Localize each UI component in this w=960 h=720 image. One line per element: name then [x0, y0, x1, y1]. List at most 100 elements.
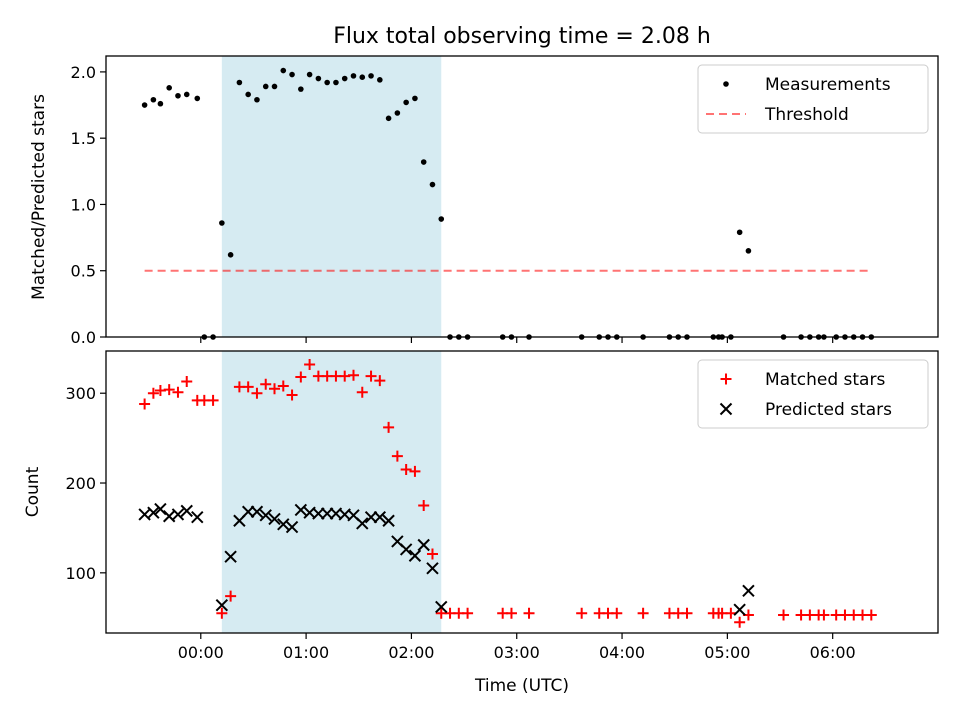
y-tick-label: 2.0 [71, 63, 96, 82]
measurement-point [368, 73, 374, 79]
matched-star-point [172, 386, 184, 398]
measurement-point [271, 83, 278, 90]
measurement-point [175, 92, 181, 99]
measurement-point [315, 75, 322, 82]
predicted-star-point [241, 505, 255, 518]
measurement-point [183, 91, 190, 98]
matched-star-point [251, 387, 263, 399]
predicted-star-point [250, 505, 264, 518]
matched-star-point [818, 609, 830, 621]
measurement-point [324, 79, 330, 86]
measurement-point [359, 74, 366, 81]
ratio-panel: 0.0 0.5 1.0 1.5 2.0 Measurements Threshold [71, 55, 939, 347]
measurement-point [403, 99, 409, 106]
matched-star-point [365, 370, 377, 382]
measurement-point [394, 110, 401, 116]
matched-star-point [523, 607, 535, 619]
legend-label: Predicted stars [765, 400, 892, 420]
predicted-star-point [294, 503, 308, 517]
matched-star-point [426, 548, 438, 560]
matched-star-point [778, 609, 790, 621]
predicted-star-point [435, 600, 448, 614]
predicted-star-point [268, 512, 281, 526]
measurement-point [736, 229, 743, 236]
predicted-star-point [426, 562, 439, 575]
predicted-star-point [277, 518, 290, 531]
measurement-point [262, 83, 269, 90]
figure-title: Flux total observing time = 2.08 h [333, 24, 711, 49]
bottom-y-axis-label: Count [23, 466, 43, 517]
predicted-star-point [191, 510, 204, 524]
count-panel: 00:00 01:00 02:00 03:00 04:00 05:00 06:00 100 20… [65, 350, 939, 662]
measurement-point [194, 95, 201, 102]
x-tick-label: 06:00 [810, 643, 856, 662]
measurement-point [341, 75, 348, 82]
measurement-point [333, 79, 339, 86]
legend-marker-matched [720, 373, 732, 385]
legend-marker-measurements [723, 81, 729, 87]
matched-star-point [304, 358, 316, 370]
matched-star-point [462, 607, 474, 619]
measurement-point [745, 248, 752, 254]
measurement-point [166, 85, 172, 91]
matched-star-point [260, 378, 272, 390]
predicted-star-point [171, 508, 185, 521]
measurement-point [412, 95, 418, 102]
legend-marker-predicted [719, 402, 733, 416]
predicted-star-point [320, 507, 334, 520]
matched-star-point [611, 607, 623, 619]
measurement-point [150, 96, 157, 103]
matched-star-point [418, 499, 430, 511]
matched-star-point [725, 607, 737, 619]
x-tick-label: 05:00 [704, 643, 750, 662]
matched-star-point [163, 384, 175, 396]
legend-label: Threshold [764, 105, 849, 125]
predicted-star-point [215, 598, 229, 612]
series-predicted-stars [138, 502, 755, 616]
measurement-point [219, 220, 225, 226]
x-tick-label: 01:00 [283, 643, 329, 662]
predicted-star-point [733, 603, 746, 616]
matched-star-point [409, 465, 421, 477]
legend-box [697, 64, 929, 134]
matched-star-point [681, 607, 693, 619]
x-tick-label: 02:00 [388, 643, 434, 662]
matched-star-point [269, 383, 281, 395]
matched-star-point [356, 386, 368, 398]
y-tick-label: 300 [65, 384, 96, 403]
predicted-star-point [356, 517, 369, 530]
matched-star-point [383, 421, 395, 433]
y-tick-label: 1.5 [71, 129, 96, 148]
predicted-star-point [399, 543, 413, 556]
matched-star-point [242, 381, 254, 393]
matched-star-point [347, 369, 359, 381]
predicted-star-point [180, 504, 193, 518]
measurement-point [350, 73, 357, 79]
predicted-star-point [147, 506, 160, 519]
measurement-point [385, 115, 392, 122]
predicted-star-point [312, 507, 325, 520]
predicted-star-point [742, 584, 755, 597]
axes-frame [105, 350, 939, 634]
measurement-point [141, 102, 148, 108]
legend-box [697, 359, 929, 429]
predicted-star-point [224, 550, 237, 563]
measurement-point [254, 96, 260, 103]
measurement-point [429, 181, 436, 188]
measurement-point [289, 71, 295, 78]
top-y-axis-label: Matched/Predicted stars [29, 94, 49, 300]
measurement-point [438, 216, 445, 222]
measurement-point [280, 67, 287, 74]
predicted-star-point [285, 520, 299, 534]
measurement-point [236, 79, 243, 86]
matched-star-point [225, 590, 237, 602]
y-tick-label: 100 [65, 564, 96, 583]
matched-star-point [400, 464, 412, 476]
predicted-star-point [382, 514, 395, 527]
measurement-point [157, 100, 164, 107]
measurement-point [227, 252, 234, 258]
y-tick-label: 200 [65, 474, 96, 493]
matched-star-point [505, 607, 517, 619]
matched-star-point [147, 387, 159, 399]
